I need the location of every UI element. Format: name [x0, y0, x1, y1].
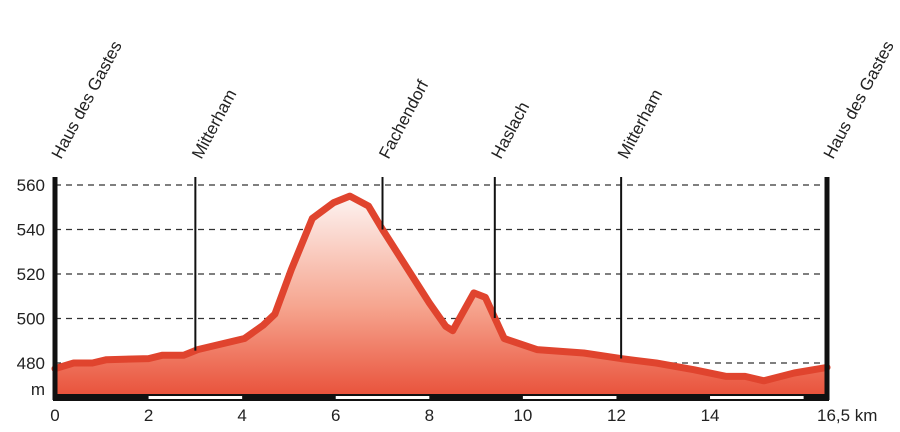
waypoint-label: Mitterham — [614, 86, 666, 162]
y-tick-label: 480 — [17, 354, 45, 373]
waypoint-label: Haus des Gastes — [48, 38, 126, 162]
x-tick-label: 6 — [331, 406, 340, 425]
profile-fill — [55, 196, 827, 397]
waypoint-label: Mitterham — [188, 86, 240, 162]
x-axis-scale-segment — [710, 396, 804, 399]
tick-labels: 480 500 520 540 560 m0 2 4 6 8 10 12 14 16,5 km — [17, 176, 878, 425]
y-tick-label: 540 — [17, 221, 45, 240]
x-axis-scale-segment — [148, 396, 243, 399]
x-tick-label: 0 — [50, 406, 59, 425]
y-tick-label: 520 — [17, 265, 45, 284]
y-tick-label: 560 — [17, 176, 45, 195]
x-axis-bar — [53, 394, 829, 401]
x-axis-scale-segment — [522, 396, 617, 399]
x-axis-scale-segment — [335, 396, 430, 399]
waypoint-label: Fachendorf — [375, 77, 432, 162]
x-tick-label: 10 — [513, 406, 532, 425]
x-tick-label: 8 — [425, 406, 434, 425]
x-tick-label: 2 — [144, 406, 153, 425]
axes — [52, 177, 830, 401]
x-tick-label: 16,5 km — [817, 406, 877, 425]
x-tick-label: 12 — [607, 406, 626, 425]
x-tick-label: 4 — [237, 406, 246, 425]
y-axis-unit: m — [31, 380, 45, 399]
waypoint-label: Haslach — [488, 99, 534, 162]
waypoint-label: Haus des Gastes — [820, 38, 898, 162]
x-tick-label: 14 — [701, 406, 720, 425]
profile-area — [51, 192, 831, 397]
y-tick-label: 500 — [17, 310, 45, 329]
